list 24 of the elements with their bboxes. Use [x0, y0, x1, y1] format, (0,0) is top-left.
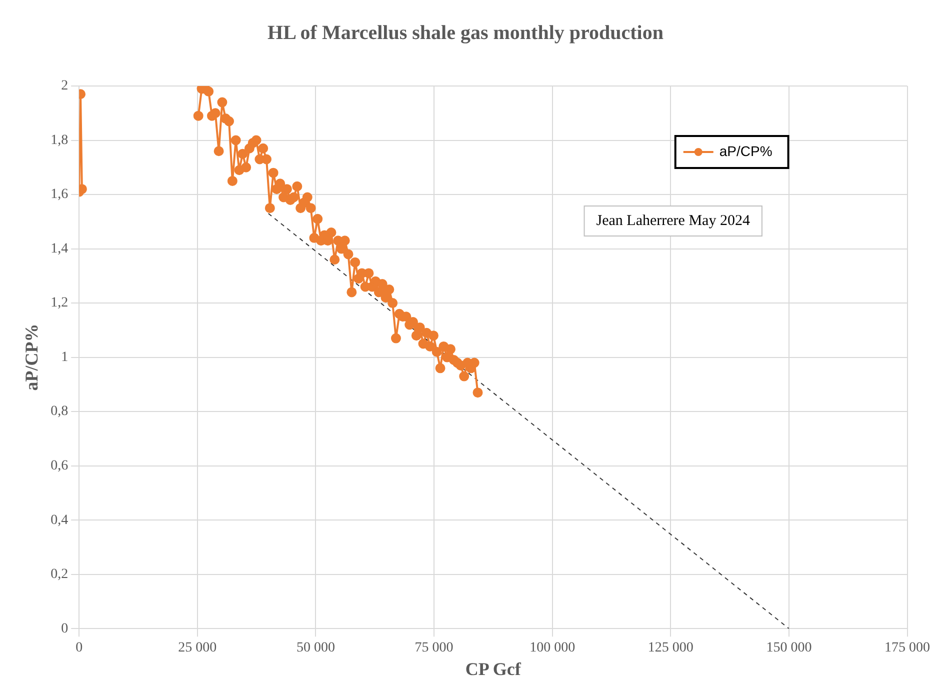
x-tick-label: 25 000: [178, 640, 217, 656]
y-tick-label: 1,8: [50, 132, 68, 148]
y-tick-label: 1,4: [50, 241, 68, 256]
annotation: Jean Laherrere May 2024: [596, 212, 750, 229]
x-tick-label: 0: [76, 640, 83, 656]
y-tick-label: 1: [61, 350, 68, 365]
x-tick-label: 175 000: [884, 640, 930, 656]
y-tick-label: 0,4: [50, 512, 68, 528]
y-tick-label: 1,2: [50, 296, 68, 311]
x-tick-label: 50 000: [296, 640, 335, 656]
y-tick-label: 0,6: [50, 458, 68, 474]
y-tick-label: 0: [61, 621, 68, 636]
chart-title: HL of Marcellus shale gas monthly production: [268, 22, 664, 44]
x-tick-label: 150 000: [766, 640, 812, 656]
y-tick-label: 1,6: [50, 187, 68, 202]
y-tick-label: 2: [61, 78, 68, 94]
y-tick-label: 0,2: [50, 567, 68, 582]
y-tick-label: 0,8: [50, 404, 68, 420]
x-tick-label: 125 000: [648, 640, 694, 656]
x-axis-title: CP Gcf: [465, 658, 522, 679]
legend-label: aP/CP%: [719, 142, 772, 159]
x-tick-label: 75 000: [414, 640, 454, 656]
x-tick-label: 100 000: [530, 640, 576, 656]
y-axis-title: aP/CP%: [21, 324, 42, 391]
